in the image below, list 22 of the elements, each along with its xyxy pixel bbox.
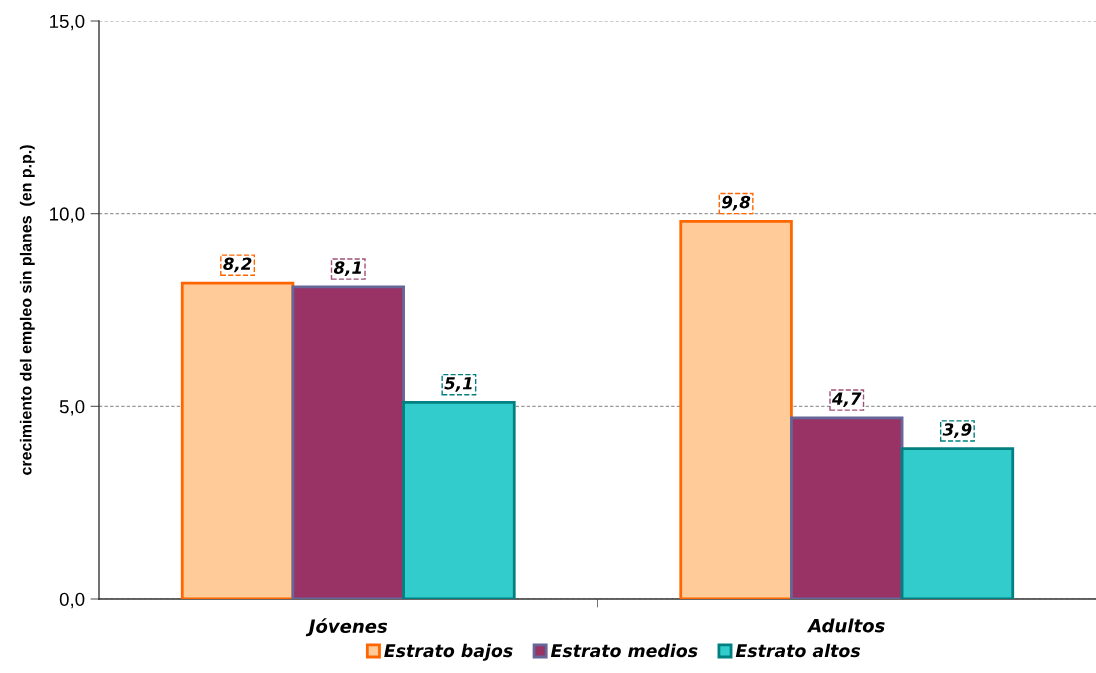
x-tick-label: Jóvenes [305,618,388,637]
y-axis-title: crecimiento del empleo sin planes (en p.p.) [19,145,35,475]
y-tick-label: 5,0 [59,400,85,416]
legend-label: Estrato medios [550,643,698,658]
data-label: 9,8 [722,195,751,211]
bar [180,281,295,599]
legend-label: Estrato bajos [384,643,513,661]
data-label: 8,1 [333,261,362,277]
bar [790,416,904,599]
x-tick-label: Adultos [807,618,885,633]
bar [291,285,405,599]
data-label: 8,2 [223,257,252,273]
bar [679,219,793,599]
y-tick-label: 0,0 [59,592,85,609]
data-label: 5,1 [444,377,472,392]
y-tick-label: 15,0 [50,14,85,31]
legend-label: Estrato altos [735,643,861,658]
bar [402,401,516,599]
bar [900,447,1015,599]
data-label: 4,7 [831,392,862,408]
data-label: 3,9 [942,423,972,438]
y-tick-label: 10,0 [50,207,85,223]
